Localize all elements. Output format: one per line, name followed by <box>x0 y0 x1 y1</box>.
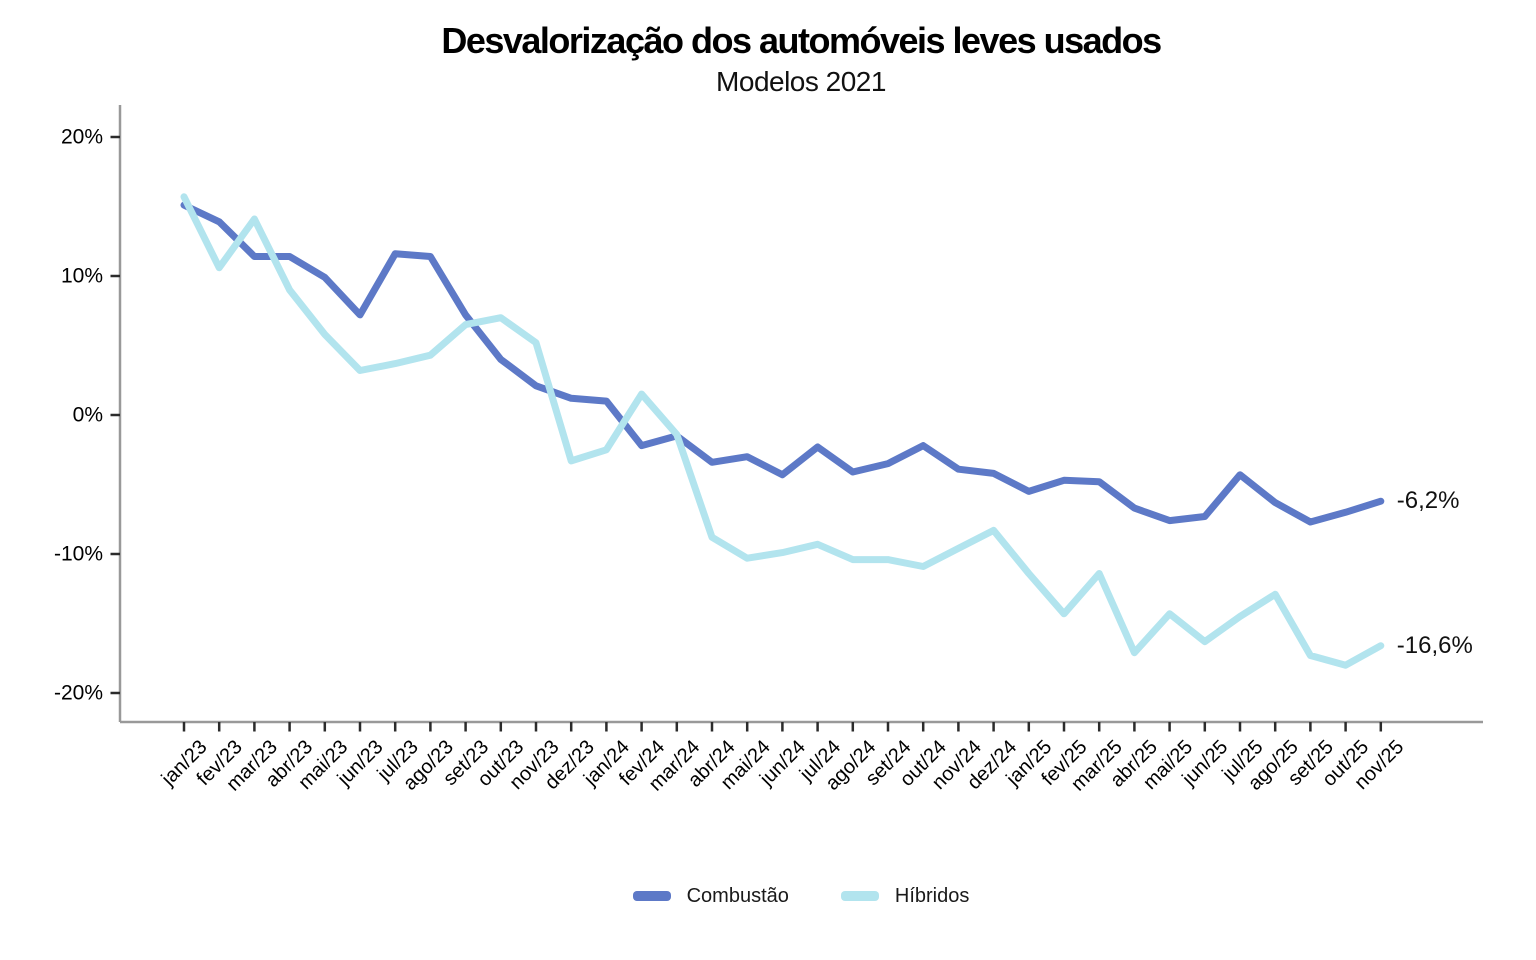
y-tick-label: 10% <box>61 265 103 288</box>
legend-item-hibridos: Híbridos <box>840 884 970 908</box>
y-tick-label: 20% <box>61 126 103 149</box>
legend-swatch-combustao <box>632 891 671 901</box>
y-tick-label: -20% <box>54 682 103 705</box>
series-line-combustao <box>180 201 1385 526</box>
legend: Combustão Híbridos <box>66 874 1536 918</box>
legend-item-combustao: Combustão <box>632 884 789 908</box>
series-line-hibridos <box>180 193 1385 669</box>
end-label-combustao: -6,2% <box>1396 487 1460 515</box>
chart-subtitle: Modelos 2021 <box>716 66 886 97</box>
legend-swatch-hibridos <box>840 891 879 901</box>
y-tick-label: -10% <box>54 543 103 566</box>
y-tick-label: 0% <box>73 404 103 427</box>
end-label-hibridos: -16,6% <box>1396 631 1473 659</box>
legend-label-hibridos: Híbridos <box>894 884 970 907</box>
legend-label-combustao: Combustão <box>686 884 789 907</box>
chart-title: Desvalorização dos automóveis leves usad… <box>441 20 1162 61</box>
